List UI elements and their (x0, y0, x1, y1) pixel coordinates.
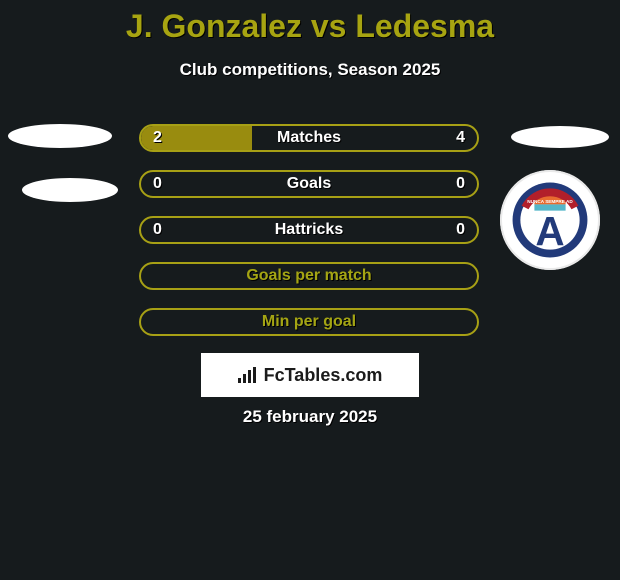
stat-bar-label: Hattricks (141, 218, 477, 242)
stat-bar-right-value: 4 (456, 126, 465, 150)
stat-bar-label: Min per goal (141, 310, 477, 334)
page-subtitle: Club competitions, Season 2025 (0, 60, 620, 80)
stats-bars: Matches24Goals00Hattricks00Goals per mat… (139, 124, 479, 354)
logo-label: FcTables.com (264, 365, 383, 386)
stat-bar: Matches2 4 (139, 124, 479, 152)
stat-bar: Min per goal (139, 308, 479, 336)
svg-text:NUNCA SEMPRE AD: NUNCA SEMPRE AD (527, 199, 573, 204)
club-crest-icon: NUNCA SEMPRE AD A (511, 181, 589, 259)
page-title: J. Gonzalez vs Ledesma (0, 8, 620, 45)
stat-bar-right-value: 0 (456, 218, 465, 242)
stat-bar-left-value: 0 (153, 218, 162, 242)
player-left-shape-top (8, 124, 112, 148)
generation-date: 25 february 2025 (0, 407, 620, 427)
fctables-logo: FcTables.com (201, 353, 419, 397)
player-left-shape-bottom (22, 178, 118, 202)
stat-bar-left-value: 2 (153, 126, 162, 150)
stat-bar: Goals per match (139, 262, 479, 290)
stat-bar-label: Goals (141, 172, 477, 196)
player-right-crest: NUNCA SEMPRE AD A (500, 170, 600, 270)
stat-bar: Goals0 0 (139, 170, 479, 198)
stat-bar: Hattricks0 0 (139, 216, 479, 244)
player-right-shape-top (511, 126, 609, 148)
stat-bar-label: Matches (141, 126, 477, 150)
fctables-logo-text: FcTables.com (238, 365, 383, 386)
svg-text:A: A (535, 208, 564, 254)
bar-chart-icon (238, 367, 258, 383)
stat-bar-label: Goals per match (141, 264, 477, 288)
page-root: J. Gonzalez vs Ledesma Club competitions… (0, 0, 620, 580)
stat-bar-left-value: 0 (153, 172, 162, 196)
stat-bar-right-value: 0 (456, 172, 465, 196)
